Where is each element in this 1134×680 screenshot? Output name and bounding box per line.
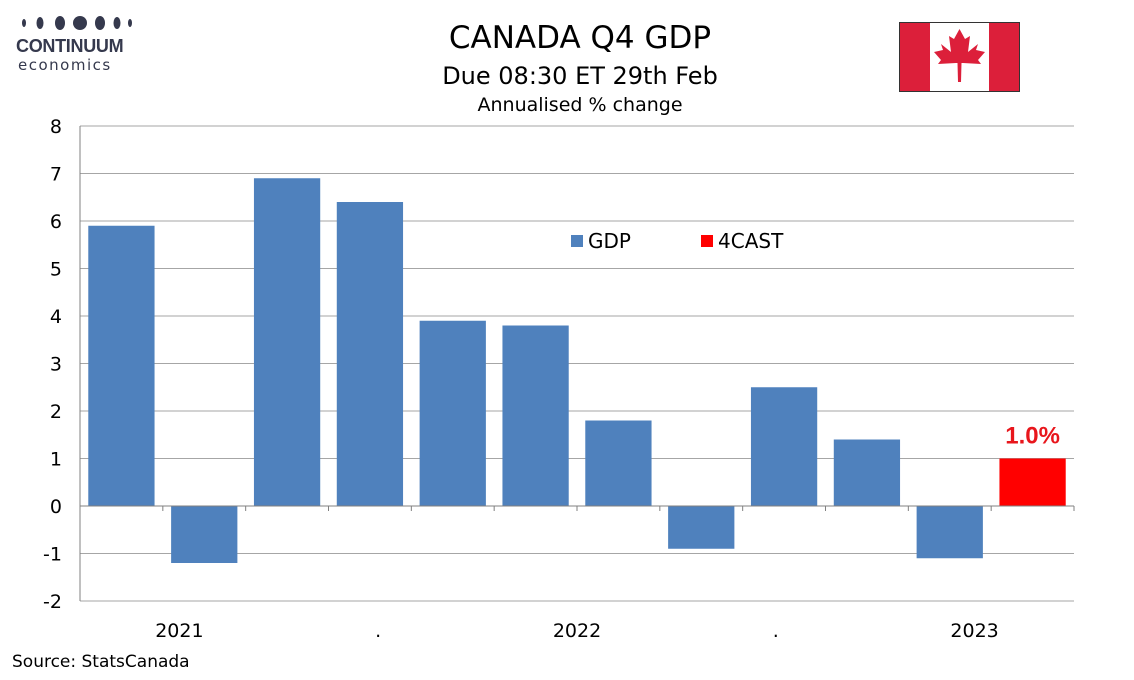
- legend-label-gdp: GDP: [588, 229, 631, 253]
- y-tick-label: 0: [50, 496, 62, 518]
- logo-tagline: economics: [18, 56, 112, 74]
- bar-gdp-q1-2023: [750, 387, 818, 506]
- y-tick-label: -1: [43, 544, 62, 566]
- bar-gdp-q4-2022: [668, 506, 735, 549]
- gridlines: [80, 125, 1074, 602]
- y-tick-label: 1: [50, 449, 62, 471]
- logo-name: CONTINUUM: [16, 36, 124, 56]
- y-tick-label: 4: [50, 306, 62, 328]
- y-tick-label: 3: [50, 354, 62, 376]
- bar-gdp-q1-2021: [88, 225, 155, 506]
- continuum-logo: CONTINUUM economics: [10, 14, 135, 76]
- y-tick-label: 8: [50, 116, 62, 138]
- x-tick-label: .: [375, 620, 381, 642]
- legend: GDP 4CAST: [571, 229, 784, 253]
- x-tick-label: 2021: [155, 620, 203, 642]
- bar-gdp-q2-2022: [502, 325, 569, 506]
- x-tick-label: 2022: [553, 620, 601, 642]
- legend-label-4cast: 4CAST: [718, 229, 784, 253]
- axes: [79, 126, 1075, 601]
- y-tick-label: 2: [50, 401, 62, 423]
- x-tick-label: 2023: [950, 620, 998, 642]
- chart-subtitle: Due 08:30 ET 29th Feb: [442, 62, 718, 90]
- bar-gdp-q1-2022: [419, 320, 486, 506]
- bar-gdp-q3-2023: [916, 506, 983, 559]
- y-tick-label: 6: [50, 211, 62, 233]
- chart-title: CANADA Q4 GDP: [448, 20, 712, 56]
- canada-flag-icon: [899, 22, 1020, 92]
- x-axis-ticks: 2021. 2022. 2023: [155, 620, 999, 642]
- bar-gdp-q2-2023: [833, 439, 901, 506]
- chart-unit-label: Annualised % change: [477, 94, 683, 116]
- y-tick-label: -2: [43, 591, 62, 613]
- bar-gdp-q2-2021: [171, 506, 238, 563]
- bar-gdp-q3-2022: [585, 420, 652, 506]
- bar-4cast-q4-2023: [999, 458, 1066, 506]
- y-tick-label: 5: [50, 259, 62, 281]
- legend-swatch-4cast: [701, 235, 713, 247]
- y-axis-ticks: 8 7 6 5 4 3 2 1 0 -1 -2: [43, 116, 62, 613]
- logo-dots-icon: [22, 16, 132, 30]
- legend-swatch-gdp: [571, 235, 583, 247]
- y-tick-label: 7: [50, 164, 62, 186]
- bar-gdp-q4-2021: [336, 202, 404, 506]
- source-note: Source: StatsCanada: [12, 652, 190, 672]
- x-tick-label: .: [773, 620, 779, 642]
- forecast-data-label: 1.0%: [1005, 423, 1060, 450]
- bars: [88, 178, 1066, 563]
- bar-gdp-q3-2021: [253, 178, 321, 506]
- annotations: 1.0%: [1005, 423, 1060, 450]
